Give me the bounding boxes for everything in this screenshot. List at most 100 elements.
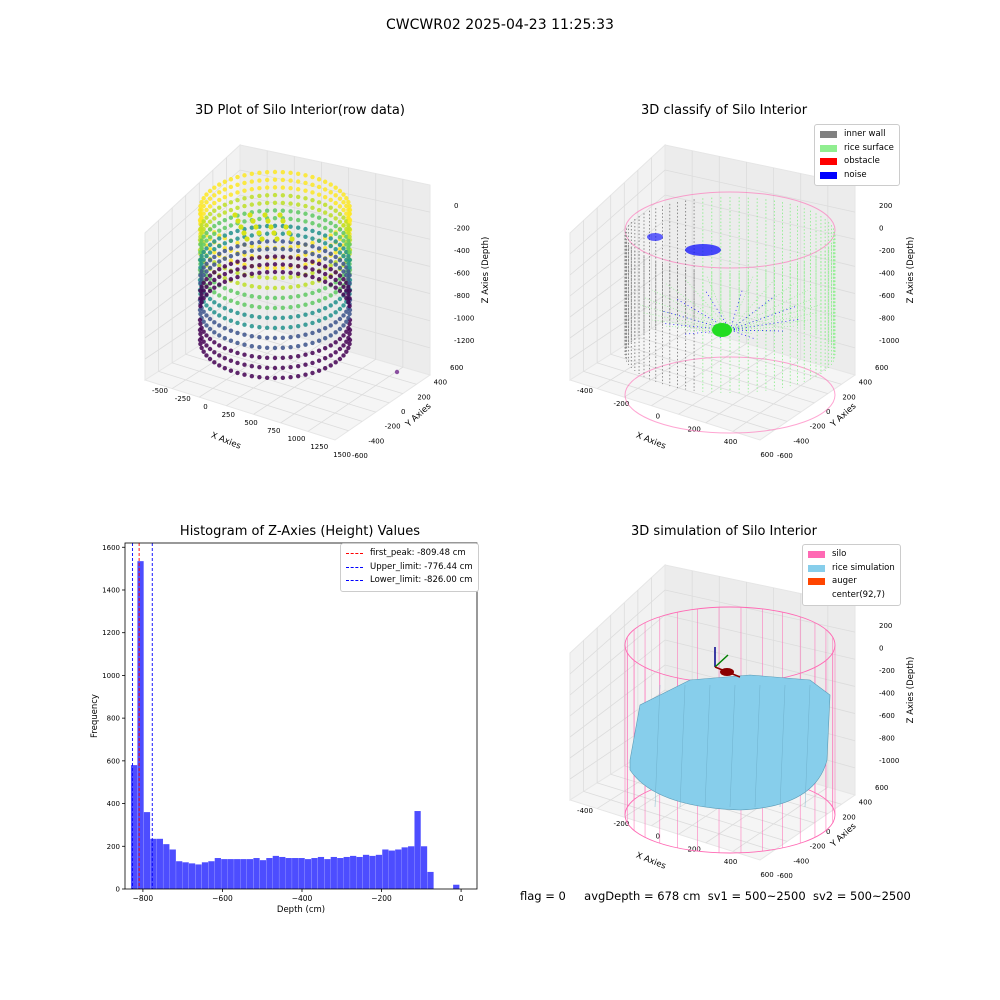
data-point [272, 355, 278, 361]
data-point [310, 350, 315, 356]
mesh-line [804, 684, 811, 808]
grid-line [253, 351, 349, 415]
y-tick-label: 0 [826, 828, 830, 836]
histogram-bar [343, 856, 350, 889]
data-point [264, 375, 270, 380]
data-point [212, 330, 217, 335]
data-point [333, 250, 338, 255]
data-point [333, 270, 338, 275]
y-tick-label: -200 [810, 843, 826, 851]
status-avg-depth: avgDepth = 678 cm [584, 889, 701, 903]
data-point [295, 233, 301, 238]
data-point [295, 187, 301, 192]
data-point [222, 225, 228, 231]
z-tick-label: 200 [879, 622, 892, 630]
surface-center [712, 323, 732, 337]
noise-ray [717, 329, 731, 340]
data-point [198, 273, 203, 278]
figure-suptitle: CWCWR02 2025-04-23 11:25:33 [386, 17, 614, 33]
data-point [316, 192, 322, 197]
data-point [310, 228, 315, 234]
data-point [280, 262, 286, 267]
data-point [207, 211, 213, 217]
data-point [295, 323, 301, 329]
histogram-bar [324, 859, 331, 889]
grid-line [239, 244, 431, 294]
data-point [204, 276, 209, 282]
data-point [257, 209, 262, 214]
data-point [280, 335, 286, 340]
data-point [222, 179, 228, 184]
data-point [242, 322, 247, 327]
data-point [310, 310, 315, 316]
data-point [249, 256, 255, 261]
x-tick-label: 1500 [333, 451, 351, 459]
data-point [322, 279, 328, 284]
data-point [242, 332, 247, 337]
y-tick-label: -600 [777, 452, 793, 460]
grid-line [597, 362, 788, 422]
data-point [217, 220, 222, 226]
data-point [344, 288, 349, 293]
legend-item-auger: auger [808, 575, 895, 589]
data-point [288, 209, 293, 214]
data-point [264, 270, 270, 275]
data-point [337, 281, 343, 286]
data-point [207, 258, 213, 263]
panel2-title: 3D classify of Silo Interior [640, 103, 808, 118]
data-point [228, 298, 234, 303]
data-point [201, 309, 206, 314]
histogram-bar [330, 856, 337, 889]
data-point [198, 341, 203, 347]
data-point [328, 220, 333, 226]
data-point [277, 212, 283, 218]
legend-item-rice-surface: rice surface [820, 142, 894, 156]
data-point [288, 255, 293, 260]
z-axis-label: Z Axies (Depth) [906, 657, 916, 724]
data-point [310, 240, 315, 246]
data-point [280, 208, 286, 213]
z-tick-label: -800 [879, 315, 895, 323]
data-point [344, 280, 349, 286]
data-point [249, 194, 255, 200]
grid-line [596, 327, 693, 389]
z-tick-label: -400 [454, 247, 470, 255]
data-point [235, 244, 240, 249]
panel1-title: 3D Plot of Silo Interior(row data) [195, 103, 405, 118]
data-point [341, 261, 346, 266]
data-point [217, 363, 222, 368]
data-point [264, 254, 270, 260]
data-point [280, 295, 286, 300]
data-point [344, 296, 349, 301]
data-point [222, 306, 228, 311]
data-point [204, 353, 209, 358]
grid-line [651, 328, 842, 385]
histogram-bar [137, 561, 144, 889]
data-point [222, 271, 228, 277]
data-point [303, 196, 308, 201]
data-point [333, 208, 338, 213]
data-point [264, 223, 270, 229]
histogram-bar [195, 864, 202, 889]
data-point [204, 343, 209, 348]
data-point [249, 373, 255, 379]
histogram-bar [201, 862, 209, 889]
data-point [242, 188, 247, 193]
status-sv2: sv2 = 500~2500 [812, 889, 911, 903]
data-point [346, 253, 351, 259]
data-point [228, 184, 234, 190]
data-point [228, 258, 234, 263]
data-point [212, 247, 217, 252]
histogram-bar [369, 855, 376, 889]
data-point [337, 326, 343, 332]
legend-item-obstacle: obstacle [820, 155, 894, 169]
histogram-bar [298, 858, 305, 889]
data-point [280, 355, 286, 360]
data-point [288, 178, 293, 183]
histogram-bar [279, 856, 286, 889]
data-point [322, 179, 328, 184]
data-point [198, 257, 203, 263]
data-point [322, 210, 328, 215]
data-point [280, 305, 286, 310]
data-point [347, 280, 352, 286]
